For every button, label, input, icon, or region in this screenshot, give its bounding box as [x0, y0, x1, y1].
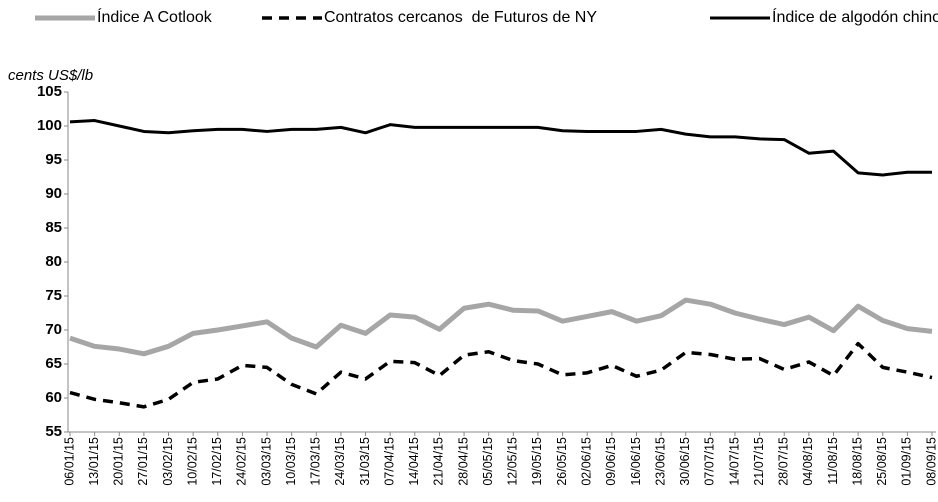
- x-tick-label: 25/08/15: [875, 437, 889, 486]
- x-tick-label: 12/05/15: [506, 437, 520, 486]
- series-line: [69, 341, 933, 409]
- x-tick-label: 10/03/15: [284, 437, 298, 486]
- y-tick-label: 90: [45, 185, 62, 202]
- x-tick-label: 28/07/15: [777, 437, 791, 486]
- x-tick-label: 17/03/15: [309, 437, 323, 486]
- x-tick-label: 07/04/15: [382, 437, 396, 486]
- x-tick-label: 20/01/15: [112, 437, 126, 486]
- x-tick-label: 14/04/15: [407, 437, 421, 486]
- y-tick-label: 70: [45, 321, 62, 338]
- x-tick-label: 04/08/15: [801, 437, 815, 486]
- x-tick-label: 05/05/15: [481, 437, 495, 486]
- x-tick-label: 01/09/15: [900, 437, 914, 486]
- y-tick-label: 105: [37, 83, 62, 100]
- x-tick-label: 24/03/15: [333, 437, 347, 486]
- x-tick-label: 10/02/15: [185, 437, 199, 486]
- x-tick-label: 21/04/15: [432, 437, 446, 486]
- x-tick-label: 21/07/15: [752, 437, 766, 486]
- x-tick-label: 13/01/15: [87, 437, 101, 486]
- x-tick-label: 23/06/15: [653, 437, 667, 486]
- x-tick-label: 14/07/15: [727, 437, 741, 486]
- x-tick-label: 03/02/15: [161, 437, 175, 486]
- y-tick-label: 95: [45, 151, 62, 168]
- y-tick-label: 100: [37, 117, 62, 134]
- y-tick-label: 80: [45, 253, 62, 270]
- x-tick-label: 06/01/15: [62, 437, 76, 486]
- y-tick-label: 85: [45, 219, 62, 236]
- x-tick-label: 31/03/15: [358, 437, 372, 486]
- x-tick-label: 16/06/15: [629, 437, 643, 486]
- x-tick-label: 09/06/15: [604, 437, 618, 486]
- x-tick-label: 30/06/15: [678, 437, 692, 486]
- x-tick-label: 02/06/15: [579, 437, 593, 486]
- x-tick-label: 28/04/15: [456, 437, 470, 486]
- y-axis-label: cents US$/lb: [8, 67, 93, 84]
- x-tick-label: 19/05/15: [530, 437, 544, 486]
- y-tick-label: 60: [45, 389, 62, 406]
- x-tick-label: 26/05/15: [555, 437, 569, 486]
- legend-label: Índice de algodón chino: [772, 7, 938, 26]
- legend-label: Índice A Cotlook: [97, 7, 213, 26]
- x-tick-label: 17/02/15: [210, 437, 224, 486]
- series-line: [69, 119, 932, 177]
- x-tick-label: 03/03/15: [259, 437, 273, 486]
- x-tick-label: 27/01/15: [136, 437, 150, 486]
- x-tick-label: 07/07/15: [703, 437, 717, 486]
- legend-label: Contratos cercanos de Futuros de NY: [324, 9, 597, 26]
- x-tick-label: 11/08/15: [826, 437, 840, 485]
- x-tick-label: 08/09/15: [924, 437, 938, 486]
- x-tick-label: 24/02/15: [235, 437, 249, 486]
- y-tick-label: 55: [45, 423, 62, 440]
- y-tick-label: 65: [45, 355, 62, 372]
- y-tick-label: 75: [45, 287, 62, 304]
- series-line: [69, 297, 933, 357]
- x-tick-label: 18/08/15: [850, 437, 864, 486]
